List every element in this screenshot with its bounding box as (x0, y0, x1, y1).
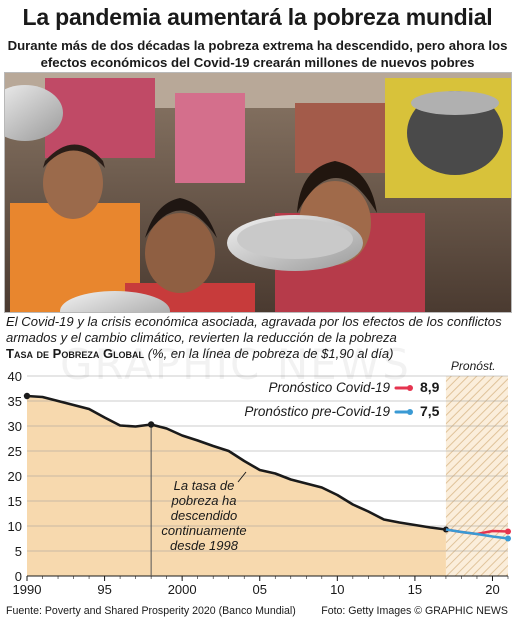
legend-value-1: 7,5 (420, 403, 440, 419)
historical-area (27, 396, 446, 576)
y-tick-label: 15 (8, 494, 22, 509)
page-subtitle: Durante más de dos décadas la pobreza ex… (7, 38, 508, 70)
annotation-line: desde 1998 (170, 538, 239, 553)
forecast-end-point-0 (505, 528, 511, 535)
caption-text: El Covid-19 y la crisis económica asocia… (6, 314, 502, 345)
x-tick-label: 15 (408, 582, 422, 597)
historical-line (26, 394, 447, 531)
legend-swatch-dot-0 (407, 385, 413, 391)
x-tick-label: 1990 (13, 582, 42, 597)
y-tick-label: 25 (8, 444, 22, 459)
forecast-label: Pronóst. (451, 360, 496, 373)
chart-title: Tasa de Pobreza Global (%, en la línea d… (6, 346, 393, 361)
chart-title-units: (%, en la línea de pobreza de $1,90 al d… (147, 346, 394, 361)
y-tick-label: 40 (8, 369, 22, 384)
legend-label-0: Pronóstico Covid-19 (268, 380, 390, 395)
y-tick-label: 30 (8, 419, 22, 434)
x-tick-label: 05 (253, 582, 267, 597)
annotation-line: descendido (171, 508, 238, 523)
legend-swatch-dot-1 (407, 409, 413, 415)
x-tick-label: 2000 (168, 582, 197, 597)
y-tick-label: 20 (8, 469, 22, 484)
annotation-pointer (237, 471, 247, 483)
legend-label-1: Pronóstico pre-Covid-19 (244, 404, 390, 419)
annotation-line: La tasa de (174, 478, 235, 493)
photo-watermark: GN (195, 309, 285, 312)
source-note: Fuente: Poverty and Shared Prosperity 20… (6, 605, 296, 617)
peak-1998-point (147, 421, 155, 428)
annotation-line: pobreza ha (170, 493, 236, 508)
y-tick-label: 5 (15, 544, 22, 559)
forecast-line-1 (445, 528, 509, 540)
chart-title-bold: Tasa de Pobreza Global (6, 346, 145, 361)
legend-value-0: 8,9 (420, 379, 440, 395)
y-tick-label: 35 (8, 394, 22, 409)
x-tick-label: 95 (97, 582, 111, 597)
page-title: La pandemia aumentará la pobreza mundial (22, 4, 493, 30)
y-tick-label: 10 (8, 519, 22, 534)
photo-credits: Foto: Getty Images © GRAPHIC NEWS (321, 605, 508, 617)
start-point (23, 392, 31, 400)
x-tick-label: 20 (485, 582, 499, 597)
news-photo: GN (4, 72, 512, 313)
x-tick-label: 10 (330, 582, 344, 597)
photo-illustration (5, 73, 511, 312)
forecast-end-point-1 (505, 535, 511, 542)
annotation-line: continuamente (161, 523, 246, 538)
y-tick-label: 0 (15, 569, 22, 584)
